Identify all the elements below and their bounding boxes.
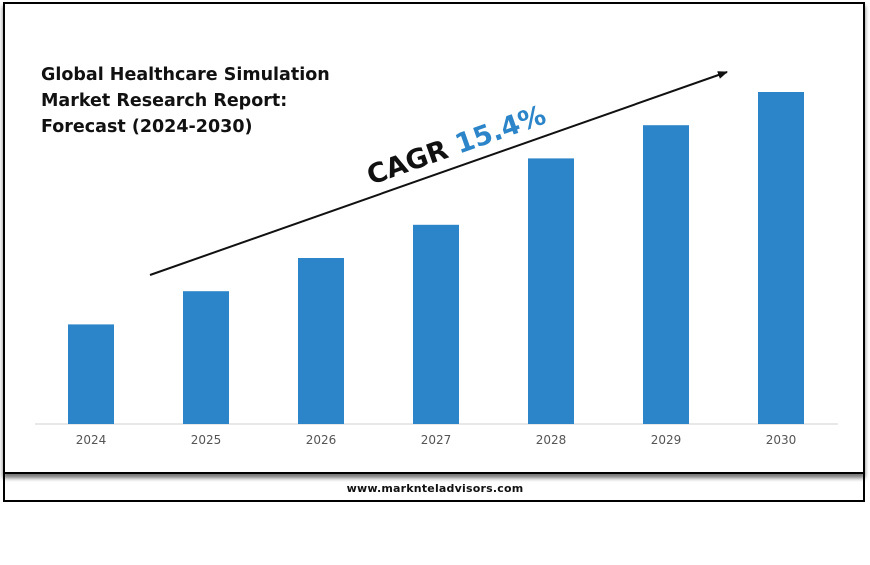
x-tick-label-2025: 2025: [191, 433, 222, 447]
x-tick-label-2027: 2027: [421, 433, 452, 447]
x-tick-label-2026: 2026: [306, 433, 337, 447]
bar-2024: [68, 324, 114, 424]
bar-chart: 2024 2025 2026 2027 2028 2029 2030 CAGR15.4%: [35, 71, 838, 447]
bars-group: [68, 92, 804, 424]
bar-2030: [758, 92, 804, 424]
bar-2029: [643, 125, 689, 424]
bar-2028: [528, 158, 574, 424]
cagr-annotation: CAGR15.4%: [363, 100, 550, 192]
chart-title: Global Healthcare Simulation Market Rese…: [41, 65, 330, 137]
bar-2026: [298, 258, 344, 424]
footer-website-url: www.marknteladvisors.com: [346, 482, 524, 495]
trend-arrow: [149, 71, 728, 276]
x-tick-label-2028: 2028: [536, 433, 567, 447]
x-tick-label-2029: 2029: [651, 433, 682, 447]
bar-2027: [413, 224, 459, 424]
bar-2025: [183, 291, 229, 424]
cagr-label: CAGR: [363, 134, 452, 191]
x-tick-label-2030: 2030: [766, 433, 797, 447]
x-tick-label-2024: 2024: [76, 433, 107, 447]
x-tick-labels: 2024 2025 2026 2027 2028 2029 2030: [76, 433, 797, 447]
